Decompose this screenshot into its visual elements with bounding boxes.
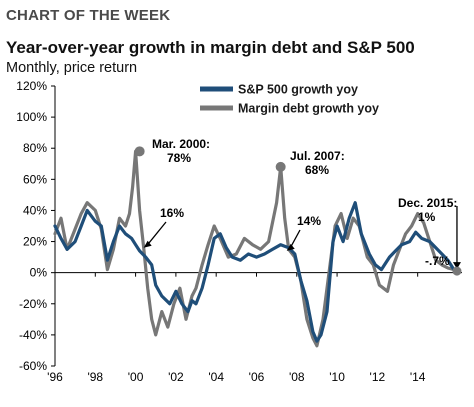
y-tick-label: -20%	[19, 297, 47, 311]
annotation-arrowhead	[143, 240, 152, 248]
chart-title: Year-over-year growth in margin debt and…	[6, 38, 415, 57]
x-tick-label: '96	[47, 370, 63, 384]
chart-subtitle: Monthly, price return	[6, 60, 138, 76]
annotation-arrow	[146, 221, 167, 247]
annotation-arrowhead	[452, 262, 461, 270]
x-tick-label: '98	[87, 370, 103, 384]
x-tick-label: '02	[168, 370, 184, 384]
y-tick-label: 80%	[23, 141, 47, 155]
annotation-label: -.7%	[425, 254, 450, 268]
annotation-arrowhead	[286, 243, 295, 251]
legend-label: S&P 500 growth yoy	[238, 83, 358, 97]
annotation-marker	[134, 146, 145, 157]
y-tick-label: 0%	[30, 266, 48, 280]
y-tick-label: 100%	[16, 110, 47, 124]
annotation-label: Mar. 2000:	[152, 137, 210, 151]
annotation-label: 16%	[160, 206, 184, 220]
annotation-value: 1%	[418, 210, 436, 224]
y-tick-label: 20%	[23, 235, 47, 249]
annotation-value: 68%	[305, 163, 329, 177]
annotation-marker	[275, 161, 286, 172]
series-line-sp500	[53, 201, 459, 343]
y-tick-label: 120%	[16, 79, 47, 93]
header-label: CHART OF THE WEEK	[6, 7, 171, 24]
x-tick-label: '00	[128, 370, 144, 384]
y-tick-label: 40%	[23, 203, 47, 217]
x-tick-label: '12	[370, 370, 386, 384]
y-tick-label: 60%	[23, 172, 47, 186]
x-tick-label: '14	[410, 370, 426, 384]
annotation-value: 78%	[167, 151, 191, 165]
x-tick-label: '10	[329, 370, 345, 384]
x-tick-label: '04	[208, 370, 224, 384]
series-line-margin-debt	[53, 149, 459, 348]
y-tick-label: -60%	[19, 359, 47, 373]
annotation-label: Jul. 2007:	[290, 149, 345, 163]
annotation-marker	[452, 266, 462, 276]
annotation-label: 14%	[297, 214, 321, 228]
x-tick-label: '06	[249, 370, 265, 384]
legend-label: Margin debt growth yoy	[238, 102, 379, 116]
y-tick-label: -40%	[19, 328, 47, 342]
annotation-label: Dec. 2015:	[398, 196, 457, 210]
x-tick-label: '08	[289, 370, 305, 384]
